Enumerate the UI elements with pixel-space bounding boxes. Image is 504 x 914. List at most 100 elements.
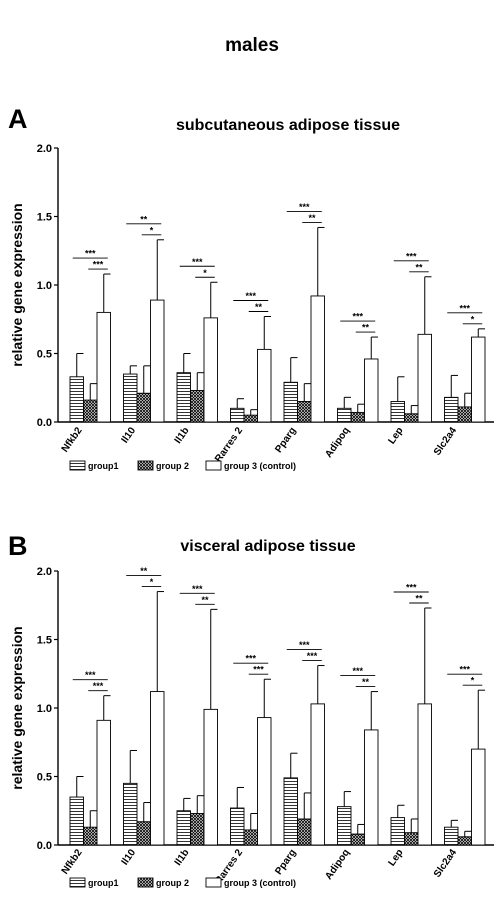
y-tick-label: 1.5	[37, 212, 52, 224]
x-tick-label: Il1b	[173, 847, 192, 867]
significance-label: ***	[245, 654, 256, 664]
bar	[83, 826, 98, 846]
bar	[136, 392, 151, 423]
bar	[310, 295, 325, 423]
category-group-il1b: **** Il1b	[173, 257, 218, 446]
bar	[230, 807, 245, 846]
significance-label: ***	[406, 582, 417, 592]
bar	[96, 719, 111, 846]
x-tick-label: Lep	[386, 847, 405, 868]
legend-label: group 3 (control)	[224, 878, 296, 888]
bar	[190, 813, 205, 846]
significance-label: ***	[85, 249, 96, 259]
bar	[297, 401, 312, 423]
x-tick-label: Adipoq	[323, 847, 352, 882]
bar	[350, 411, 365, 423]
y-tick-label: 1.0	[37, 703, 52, 715]
x-tick-label: Lep	[386, 425, 405, 446]
bar	[350, 833, 365, 846]
legend-label: group 2	[156, 878, 189, 888]
legend-label: group 3 (control)	[224, 461, 296, 471]
category-group-il1b: ***** Il1b	[173, 584, 218, 868]
bar	[364, 729, 379, 846]
bar	[136, 821, 151, 846]
legend-swatch	[137, 460, 154, 471]
bar	[417, 703, 432, 846]
category-group-lep: ***** Lep	[386, 582, 432, 868]
legend-label: group1	[88, 461, 119, 471]
significance-label: ***	[459, 303, 470, 313]
x-tick-label: Il10	[120, 847, 139, 867]
bar	[257, 348, 272, 423]
y-tick-label: 2.0	[37, 143, 52, 155]
category-group-lep: ***** Lep	[386, 251, 432, 446]
category-group-pparg: ***** Pparg	[273, 202, 325, 455]
y-axis-label: relative gene expression	[9, 626, 25, 789]
bar	[297, 818, 312, 846]
bar	[96, 311, 111, 423]
bar	[471, 336, 486, 423]
significance-label: ***	[307, 651, 318, 661]
x-tick-label: Slc2a4	[432, 425, 459, 458]
significance-label: **	[415, 593, 423, 603]
bar	[390, 817, 405, 846]
significance-label: ***	[245, 291, 256, 301]
significance-label: ***	[352, 312, 363, 322]
significance-label: ***	[93, 681, 104, 691]
bar	[444, 396, 459, 423]
significance-label: ***	[192, 257, 203, 267]
bar	[404, 832, 419, 846]
significance-label: ***	[93, 260, 104, 270]
panel-label: A	[8, 104, 28, 134]
bar	[337, 407, 352, 423]
chart-title: visceral adipose tissue	[180, 538, 355, 555]
legend-label: group 2	[156, 461, 189, 471]
significance-label: *	[203, 268, 207, 278]
bar	[150, 691, 165, 846]
category-group-il10: *** Il10	[120, 214, 165, 445]
y-tick-label: 0.5	[37, 349, 52, 361]
category-group-pparg: ****** Pparg	[273, 640, 325, 877]
panel-label: B	[8, 531, 28, 561]
x-tick-label: Pparg	[273, 425, 298, 455]
x-tick-label: Il10	[120, 425, 139, 445]
significance-label: ***	[85, 670, 96, 680]
x-tick-label: Pparg	[273, 847, 298, 877]
bar	[230, 407, 245, 423]
x-tick-label: Slc2a4	[432, 847, 459, 880]
y-tick-label: 1.5	[37, 635, 52, 647]
significance-label: **	[140, 566, 148, 576]
figure-title: males	[225, 35, 279, 56]
bar	[417, 333, 432, 423]
bar	[190, 390, 205, 423]
significance-label: ***	[406, 251, 417, 261]
x-tick-label: Nfkb2	[60, 847, 85, 876]
bar	[83, 399, 98, 423]
significance-label: *	[471, 314, 475, 324]
bar	[283, 381, 298, 423]
legend-swatch	[205, 877, 222, 888]
x-tick-label: Adipoq	[323, 425, 352, 460]
legend-swatch	[137, 877, 154, 888]
bar	[444, 826, 459, 846]
significance-label: ***	[192, 584, 203, 594]
significance-label: **	[362, 323, 370, 333]
bar	[404, 413, 419, 423]
chart-title: subcutaneous adipose tissue	[176, 117, 400, 134]
legend-swatch	[69, 460, 86, 471]
category-group-adipoq: ***** Adipoq	[323, 666, 379, 882]
bar	[390, 401, 405, 423]
bar	[123, 373, 138, 423]
significance-label: ***	[299, 202, 310, 212]
bar	[471, 748, 486, 846]
significance-label: ***	[299, 640, 310, 650]
bar	[176, 372, 191, 423]
y-tick-label: 2.0	[37, 566, 52, 578]
y-axis-label: relative gene expression	[9, 203, 25, 366]
legend: group1 group 2 group 3 (control)	[69, 877, 296, 888]
significance-label: *	[150, 225, 154, 235]
legend-swatch	[69, 877, 86, 888]
